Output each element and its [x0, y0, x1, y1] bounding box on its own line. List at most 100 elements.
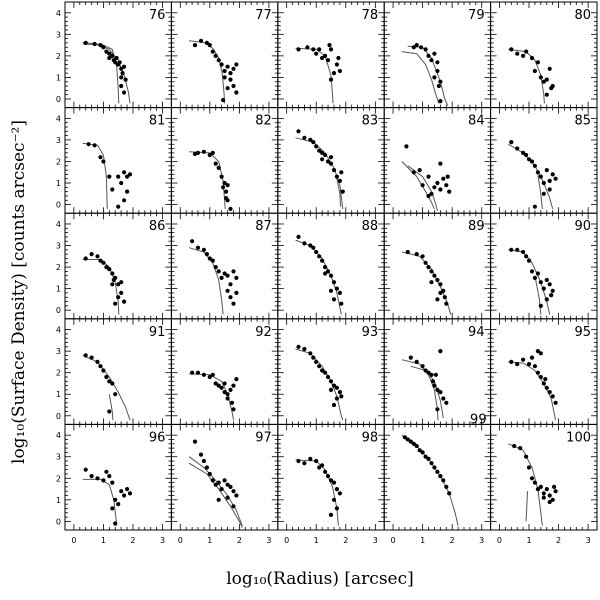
data-point — [334, 396, 339, 401]
data-point — [426, 456, 431, 461]
data-point — [544, 277, 549, 283]
model-curve — [82, 354, 131, 421]
data-point — [435, 387, 440, 392]
data-point — [221, 98, 226, 103]
data-point — [216, 383, 221, 388]
data-point — [337, 290, 342, 295]
data-point — [438, 99, 443, 104]
x-tick-label: 2 — [237, 536, 242, 545]
data-point — [296, 129, 301, 134]
data-point — [447, 189, 452, 194]
data-point — [302, 241, 307, 246]
data-point — [83, 467, 88, 472]
data-point — [323, 265, 328, 270]
data-point — [204, 252, 209, 257]
data-point — [192, 439, 198, 444]
panel-label: 98 — [362, 430, 379, 445]
data-point — [414, 359, 419, 364]
x-tick-label: 3 — [586, 536, 591, 545]
y-tick-label: 1 — [56, 390, 61, 399]
data-point — [195, 370, 201, 375]
data-point — [228, 71, 233, 76]
data-point — [125, 487, 130, 492]
data-point — [328, 161, 334, 166]
data-point — [314, 458, 319, 464]
data-point — [222, 271, 227, 276]
data-point — [423, 454, 428, 459]
x-tick-label: 1 — [420, 536, 425, 545]
data-point — [119, 66, 124, 71]
data-point — [441, 176, 446, 181]
panel-frame — [490, 423, 598, 531]
panel-80: 80 — [490, 1, 598, 109]
data-point — [444, 183, 449, 188]
data-point — [532, 204, 538, 209]
data-point — [435, 68, 440, 74]
data-point — [432, 273, 437, 278]
data-point — [417, 168, 422, 173]
panel-label: 88 — [362, 219, 379, 234]
y-tick-label: 3 — [56, 30, 61, 39]
data-point — [225, 392, 230, 397]
x-tick-label: 0 — [497, 536, 502, 545]
data-point — [543, 377, 548, 382]
data-point — [98, 258, 103, 263]
data-point — [231, 383, 236, 388]
data-point — [125, 189, 130, 194]
data-point — [538, 303, 543, 308]
data-point — [411, 170, 416, 175]
data-point — [323, 152, 328, 158]
data-point — [524, 49, 529, 54]
model-curve — [295, 459, 339, 526]
model-curve — [508, 48, 545, 104]
data-point — [116, 204, 121, 209]
model-curve — [82, 42, 131, 104]
y-tick-label: 1 — [56, 285, 61, 294]
y-tick-label: 3 — [56, 136, 61, 145]
y-tick-label: 1 — [56, 496, 61, 505]
data-point — [320, 368, 325, 373]
data-point — [314, 144, 319, 149]
y-axis-title: log₁₀(Surface Density) [counts arcsec⁻²] — [9, 120, 29, 464]
data-point — [323, 271, 328, 276]
x-axis-title: log₁₀(Radius) [arcsec] — [226, 569, 414, 589]
data-point — [107, 409, 112, 414]
data-point — [544, 168, 549, 173]
data-point — [535, 60, 541, 65]
data-point — [222, 381, 227, 386]
data-point — [314, 249, 319, 255]
model-curve-secondary — [336, 178, 341, 207]
data-point — [524, 254, 529, 259]
data-point — [222, 390, 227, 395]
data-point — [314, 51, 319, 56]
data-point — [308, 243, 313, 248]
panel-100: 0 1 2 3 100 — [490, 423, 598, 545]
data-point — [207, 471, 212, 477]
data-point — [417, 448, 422, 453]
data-point — [110, 53, 115, 59]
data-point — [323, 370, 328, 375]
data-point — [435, 277, 440, 283]
data-point — [225, 482, 230, 487]
data-point — [92, 41, 97, 47]
y-tick-label: 0 — [56, 306, 61, 315]
data-point — [222, 68, 227, 74]
data-point — [107, 379, 112, 384]
data-point — [550, 172, 555, 177]
y-tick-label: 4 — [56, 326, 61, 335]
data-point — [552, 484, 557, 489]
data-point — [331, 402, 337, 408]
data-point — [426, 53, 431, 59]
data-point — [429, 280, 434, 285]
data-point — [328, 478, 334, 483]
data-point — [323, 469, 328, 474]
data-point — [529, 55, 535, 61]
y-tick-label: 0 — [56, 201, 61, 210]
data-point — [426, 265, 431, 270]
data-point — [225, 273, 230, 278]
data-point — [122, 493, 127, 498]
data-point — [234, 275, 239, 280]
data-point — [331, 71, 337, 76]
data-point — [550, 394, 555, 399]
x-tick-label: 0 — [71, 536, 76, 545]
